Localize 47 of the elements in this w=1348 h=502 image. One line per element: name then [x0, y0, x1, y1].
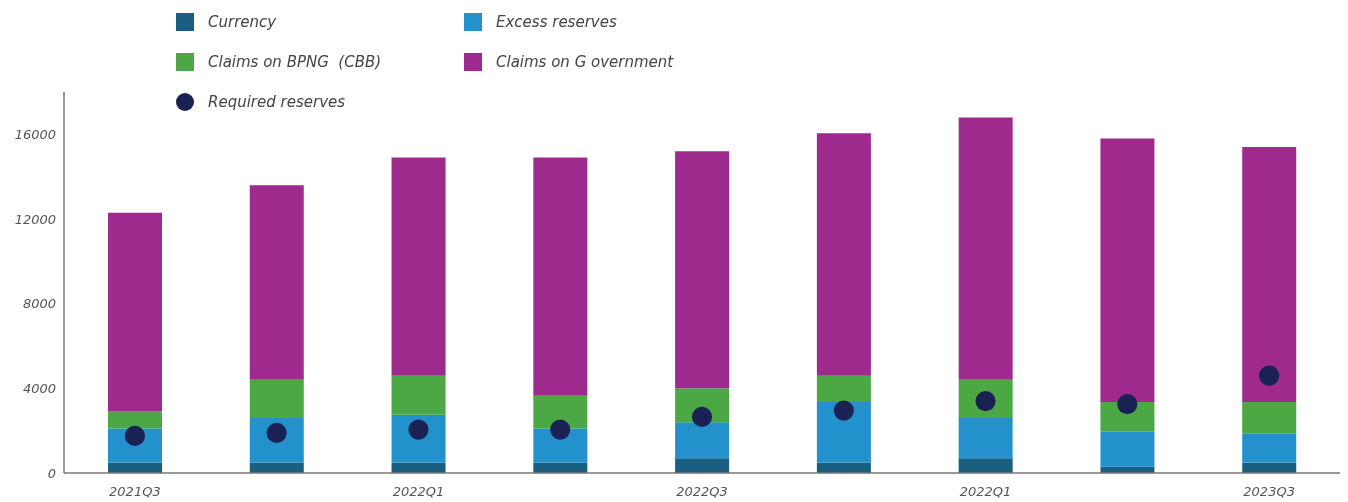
bar [391, 375, 446, 415]
bar [533, 462, 588, 473]
bar [391, 462, 446, 473]
bar [816, 375, 871, 403]
bar [1100, 431, 1155, 467]
bar [958, 117, 1013, 380]
legend-label: Excess reserves [496, 13, 617, 31]
bar [249, 379, 304, 418]
bar [675, 458, 730, 473]
legend-label: Claims on G overnment [496, 53, 674, 71]
bar [533, 157, 588, 396]
legend-label: Required reserves [208, 93, 346, 111]
bar [249, 462, 304, 473]
x-tick-label: 2022Q1 [959, 484, 1012, 500]
legend-label: Claims on BPNG (CBB) [208, 53, 382, 71]
x-tick-label: 2022Q1 [392, 484, 445, 500]
legend-label: Currency [208, 13, 277, 31]
y-tick-label: 8000 [22, 296, 56, 312]
bar [816, 462, 871, 473]
bar [816, 133, 871, 376]
y-tick-label: 4000 [22, 380, 56, 396]
y-tick-label: 12000 [14, 211, 56, 227]
bar [1100, 138, 1155, 403]
point [833, 400, 854, 421]
bar [108, 462, 162, 473]
y-tick-label: 0 [47, 465, 56, 481]
point [1117, 394, 1138, 415]
bar [958, 417, 1013, 459]
x-tick-label: 2023Q3 [1243, 484, 1295, 500]
bar [958, 458, 1013, 473]
bar [675, 151, 730, 389]
bar [108, 212, 162, 412]
bar [533, 395, 588, 429]
bar [1242, 462, 1297, 473]
bar [675, 422, 730, 459]
point [550, 419, 571, 440]
bar [1242, 147, 1297, 403]
bar [391, 157, 446, 376]
y-tick-label: 16000 [14, 126, 56, 142]
bar [108, 411, 162, 429]
bar [1242, 402, 1297, 434]
x-tick-label: 2021Q3 [109, 484, 161, 500]
x-tick-label: 2022Q3 [676, 484, 728, 500]
bar [816, 402, 871, 463]
bar [1242, 433, 1297, 463]
point [1259, 365, 1280, 386]
bar [249, 185, 304, 380]
